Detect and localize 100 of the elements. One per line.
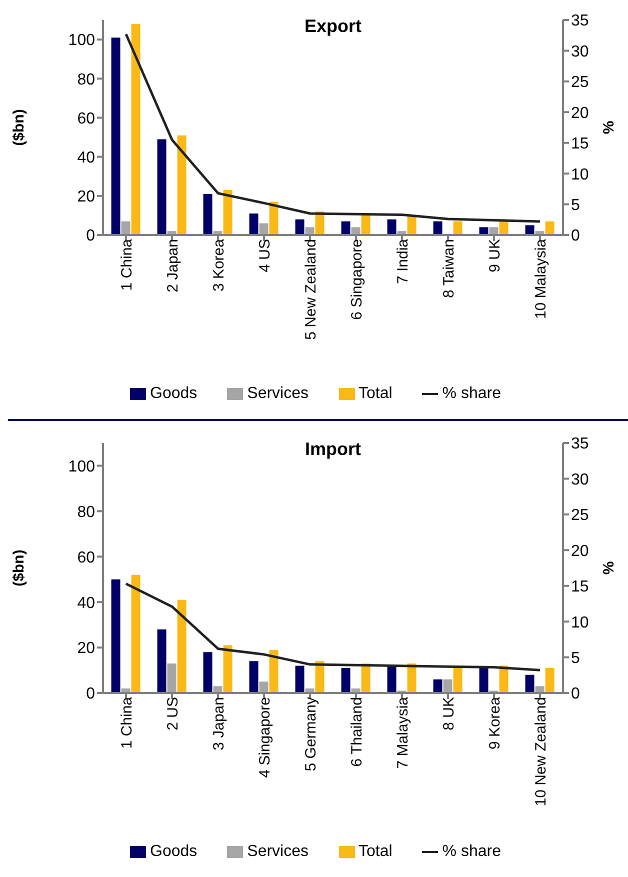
bar: [443, 679, 452, 693]
bar: [131, 24, 140, 235]
bar: [157, 139, 166, 235]
bar: [545, 221, 554, 235]
bar: [295, 219, 304, 235]
y2-axis-title: %: [600, 120, 618, 134]
x-tick-label: 5 Germany: [302, 696, 320, 772]
x-tick-label: 9 Korea: [486, 696, 504, 750]
x-tick-label: 7 India: [394, 238, 412, 284]
bar: [387, 666, 396, 693]
x-tick-label: 8 Taiwan: [440, 239, 458, 298]
bar: [479, 668, 488, 693]
x-tick-label: 6 Singapore: [348, 239, 366, 320]
y2-axis-title: %: [600, 561, 618, 575]
bar: [121, 221, 130, 235]
bar: [111, 579, 120, 693]
bar: [131, 574, 140, 693]
y2-tick-label: 15: [571, 136, 589, 153]
bar: [177, 600, 186, 693]
y2-tick-label: 25: [571, 74, 589, 92]
y-tick-label: 0: [86, 228, 96, 245]
y-tick-label: 80: [77, 71, 96, 88]
y2-tick-label: 20: [571, 104, 589, 122]
x-tick-label: 4 US: [256, 239, 274, 272]
x-tick-label: 5 New Zealand: [302, 239, 320, 340]
x-tick-label: 10 Malaysia: [532, 238, 550, 320]
line-series: [124, 582, 542, 672]
bar: [223, 190, 232, 235]
legend-label: % share: [442, 385, 501, 402]
x-tick-label: 6 Thailand: [348, 697, 366, 767]
x-tick-label: 2 US: [164, 697, 182, 730]
bar: [341, 221, 350, 235]
y2-tick-label: 25: [571, 507, 589, 524]
bar: [433, 679, 442, 693]
bar: [433, 221, 442, 235]
x-tick-label: 7 Malaysia: [394, 696, 412, 769]
bar: [545, 668, 554, 693]
y-tick-label: 20: [77, 188, 96, 206]
x-tick-label: 9 UK: [486, 239, 504, 272]
legend-label: Goods: [150, 385, 198, 402]
bar: [111, 38, 120, 235]
y2-tick-label: 10: [571, 614, 589, 632]
legend-label: Services: [247, 385, 308, 402]
y2-tick-label: 30: [571, 43, 589, 60]
bar: [479, 227, 488, 235]
legend-label: Total: [358, 843, 392, 860]
bar: [249, 661, 258, 693]
y2-tick-label: 0: [571, 228, 580, 245]
legend-label: Services: [247, 843, 308, 860]
y-tick-label: 40: [77, 150, 96, 166]
y2-tick-label: 0: [571, 686, 580, 703]
bar: [203, 652, 212, 693]
bar: [525, 225, 534, 235]
x-tick-label: 8 UK: [440, 697, 458, 730]
y2-tick-label: 10: [571, 166, 589, 184]
y-tick-label: 60: [77, 110, 96, 128]
y2-tick-label: 5: [571, 650, 580, 667]
bar: [387, 219, 396, 235]
x-tick-label: 2 Japan: [164, 239, 182, 292]
bar: [269, 650, 278, 693]
bar: [295, 666, 304, 693]
y-tick-label: 100: [68, 458, 96, 476]
x-tick-label: 3 Korea: [210, 238, 228, 292]
y-tick-label: 80: [77, 504, 96, 521]
y2-tick-label: 5: [571, 196, 580, 214]
x-tick-label: 3 Japan: [210, 697, 228, 750]
y-tick-label: 60: [77, 549, 96, 566]
bar: [223, 645, 232, 693]
bar: [167, 663, 176, 693]
y-tick-label: 0: [86, 686, 96, 703]
bar: [351, 227, 360, 235]
bar: [259, 223, 268, 235]
y-axis-title: ($bn): [10, 109, 28, 146]
bar: [259, 682, 268, 693]
y-tick-label: 20: [77, 640, 96, 658]
bar: [525, 674, 534, 693]
bar: [249, 214, 258, 235]
y2-tick-label: 30: [571, 471, 589, 488]
y2-tick-label: 35: [571, 436, 589, 453]
bar: [341, 668, 350, 693]
x-tick-label: 1 China: [118, 696, 136, 749]
y-axis-title: ($bn): [10, 550, 28, 586]
bar: [315, 661, 324, 693]
x-tick-label: 4 Singapore: [256, 697, 274, 778]
y-tick-label: 40: [77, 594, 96, 612]
bar: [453, 221, 462, 235]
y2-tick-label: 20: [571, 542, 589, 560]
bar: [177, 135, 186, 235]
bar: [489, 227, 498, 235]
y2-tick-label: 35: [571, 12, 589, 30]
bar: [203, 194, 212, 235]
y2-tick-label: 15: [571, 578, 589, 596]
chart-title: Export: [303, 16, 362, 37]
bar: [305, 227, 314, 235]
x-tick-label: 1 China: [118, 238, 136, 291]
bar: [157, 629, 166, 693]
y-tick-label: 100: [68, 32, 96, 50]
chart-title: Import: [304, 439, 362, 460]
legend-label: % share: [442, 843, 501, 860]
legend-label: Goods: [150, 843, 198, 860]
